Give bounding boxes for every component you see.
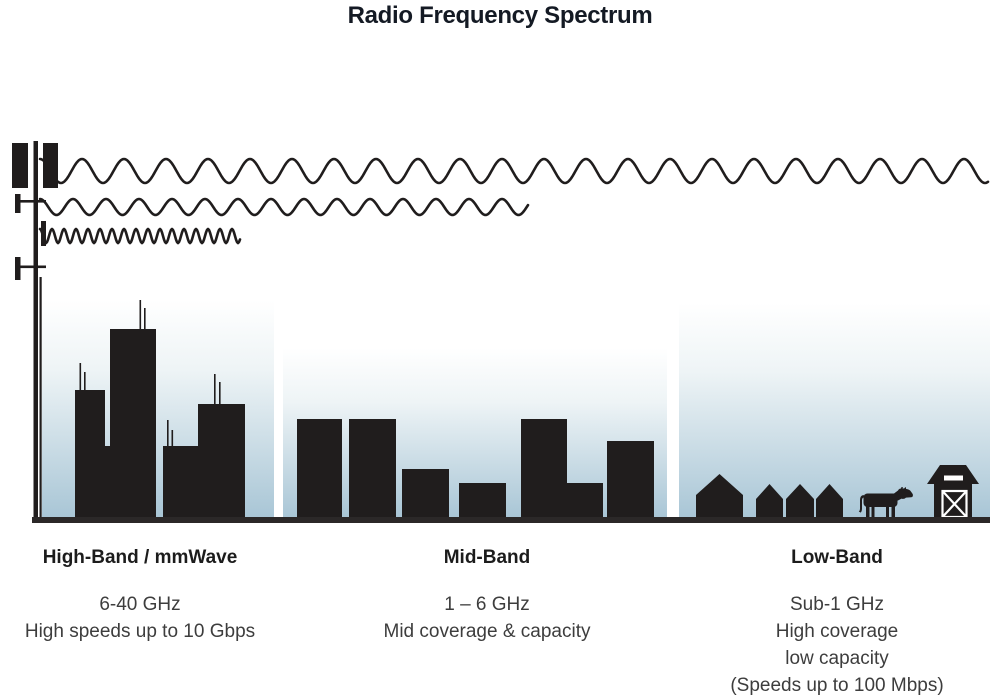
suburb-building-icon xyxy=(459,483,506,519)
rooftop-antenna-icon xyxy=(79,363,82,390)
house-icon xyxy=(786,484,814,519)
band-detail-speed: (Speeds up to 100 Mbps) xyxy=(730,675,944,696)
rooftop-antenna-icon xyxy=(171,430,174,446)
diagram-title: Radio Frequency Spectrum xyxy=(347,2,653,29)
city-building-icon xyxy=(103,446,111,519)
city-building-icon xyxy=(75,390,105,519)
house-icon xyxy=(816,484,843,519)
cow-icon xyxy=(858,487,913,518)
tower-mount-bracket xyxy=(41,221,46,246)
short-wavelength-wave xyxy=(38,227,242,245)
band-detail-speed: High speeds up to 10 Gbps xyxy=(24,621,256,642)
band-title-high-band: High-Band / mmWave xyxy=(42,547,238,568)
tower-mount-bracket xyxy=(15,194,21,213)
barn-roof-vent xyxy=(944,475,963,481)
tower-antenna-panel-icon xyxy=(12,143,28,188)
tower-mount-bracket xyxy=(15,257,21,280)
rooftop-antenna-icon xyxy=(167,420,169,446)
barn-door-crossbuck xyxy=(941,490,968,518)
rooftop-antenna-icon xyxy=(144,308,146,329)
tower-crossbar xyxy=(16,265,46,269)
band-detail-frequency: 6-40 GHz xyxy=(99,594,181,615)
band-label-block-mid-band: Mid-Band 1 – 6 GHz Mid coverage & capaci… xyxy=(384,547,591,645)
ground-line xyxy=(32,517,990,523)
house-icon xyxy=(696,474,743,519)
cell-tower-pole xyxy=(33,141,38,518)
band-detail-coverage: Mid coverage & capacity xyxy=(383,621,591,642)
rooftop-antenna-icon xyxy=(219,382,221,404)
suburb-building-icon xyxy=(349,419,396,519)
suburb-building-icon xyxy=(402,469,449,519)
house-icon xyxy=(756,484,783,519)
tower-antenna-panel-icon xyxy=(43,143,58,188)
suburb-building-icon xyxy=(567,483,603,519)
band-title-mid-band: Mid-Band xyxy=(443,547,531,568)
city-building-icon xyxy=(110,329,156,519)
band-label-block-high-band: High-Band / mmWave 6-40 GHz High speeds … xyxy=(25,547,255,645)
rooftop-antenna-icon xyxy=(139,300,142,329)
barn-icon xyxy=(927,465,979,519)
cell-tower-leg xyxy=(39,277,42,518)
band-title-low-band: Low-Band xyxy=(791,547,883,568)
suburb-building-icon xyxy=(297,419,342,519)
band-detail-capacity: low capacity xyxy=(785,648,889,669)
suburb-building-icon xyxy=(521,419,567,519)
mid-wavelength-wave xyxy=(38,197,530,217)
rooftop-antenna-icon xyxy=(84,372,86,390)
city-building-icon xyxy=(163,446,198,519)
band-detail-frequency: 1 – 6 GHz xyxy=(444,594,530,615)
band-detail-coverage: High coverage xyxy=(775,621,899,642)
rooftop-antenna-icon xyxy=(214,374,216,404)
long-wavelength-wave xyxy=(38,157,990,185)
suburb-building-icon xyxy=(607,441,654,519)
band-detail-frequency: Sub-1 GHz xyxy=(790,594,884,615)
band-label-block-low-band: Low-Band Sub-1 GHz High coverage low cap… xyxy=(730,547,943,699)
city-building-icon xyxy=(198,404,245,519)
tower-crossbar xyxy=(16,200,46,203)
